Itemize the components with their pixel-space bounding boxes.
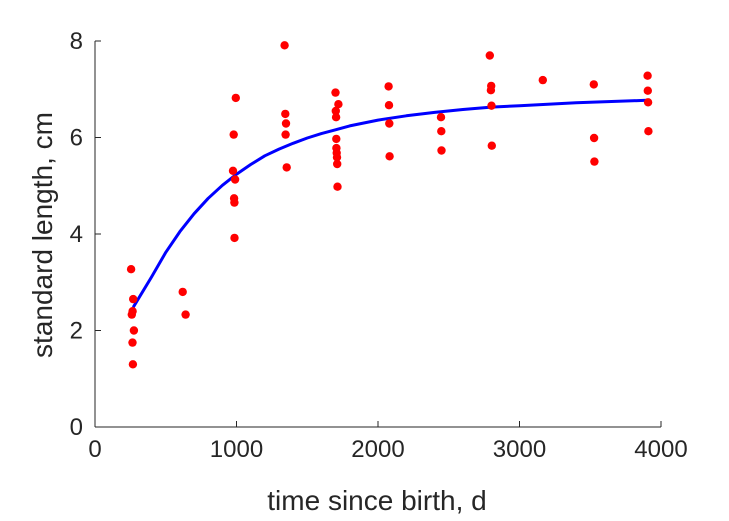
data-point bbox=[231, 93, 240, 103]
data-point bbox=[331, 106, 340, 116]
data-point bbox=[331, 88, 340, 97]
data-point bbox=[643, 98, 653, 107]
x-tick-label: 0 bbox=[88, 436, 101, 463]
y-axis-title: standard length, cm bbox=[27, 112, 58, 358]
y-tick-label: 8 bbox=[70, 28, 83, 55]
data-point bbox=[230, 175, 240, 184]
data-point bbox=[281, 109, 290, 119]
data-point bbox=[538, 75, 547, 85]
data-point bbox=[228, 166, 238, 175]
data-point bbox=[128, 307, 137, 316]
data-point bbox=[280, 41, 289, 50]
data-point bbox=[281, 130, 290, 139]
x-axis-title: time since birth, d bbox=[267, 485, 486, 516]
data-point bbox=[644, 127, 653, 136]
data-point bbox=[437, 127, 446, 136]
y-tick-label: 0 bbox=[70, 414, 83, 441]
data-point bbox=[331, 113, 341, 122]
x-tick-label: 4000 bbox=[634, 436, 687, 463]
data-point bbox=[230, 198, 239, 207]
data-point bbox=[485, 51, 494, 60]
data-point bbox=[332, 153, 342, 162]
axes bbox=[94, 41, 661, 428]
data-point bbox=[589, 133, 599, 143]
data-point bbox=[332, 134, 341, 144]
data-point bbox=[437, 146, 446, 155]
x-tick-label: 2000 bbox=[351, 436, 404, 463]
data-point bbox=[282, 163, 291, 172]
x-tick-label: 3000 bbox=[493, 436, 546, 463]
data-point bbox=[436, 113, 446, 122]
x-tick-label: 1000 bbox=[210, 436, 263, 463]
data-point bbox=[643, 86, 652, 95]
data-point bbox=[129, 294, 138, 304]
data-point bbox=[385, 152, 394, 161]
data-point bbox=[178, 287, 187, 297]
data-point bbox=[281, 119, 291, 128]
ticks: 0 1000 2000 3000 4000 0 2 4 6 8 bbox=[70, 28, 688, 463]
data-point bbox=[229, 130, 238, 139]
data-point bbox=[590, 157, 599, 166]
data-point bbox=[181, 310, 190, 319]
data-point bbox=[589, 80, 598, 89]
data-point bbox=[487, 81, 496, 91]
data-point bbox=[487, 101, 496, 110]
data-point bbox=[643, 71, 652, 80]
data-point bbox=[128, 338, 137, 347]
data-point bbox=[333, 182, 342, 191]
data-point bbox=[230, 233, 239, 243]
y-tick-label: 2 bbox=[70, 318, 83, 345]
data-point bbox=[128, 360, 138, 369]
data-point bbox=[384, 101, 394, 110]
marks bbox=[126, 41, 653, 369]
data-point bbox=[129, 326, 139, 335]
data-point bbox=[333, 159, 342, 169]
y-tick-label: 4 bbox=[70, 221, 83, 248]
data-point bbox=[384, 82, 393, 91]
data-point bbox=[385, 119, 394, 128]
y-tick-label: 6 bbox=[70, 125, 83, 152]
data-point bbox=[334, 100, 343, 109]
data-point bbox=[487, 141, 496, 150]
data-point bbox=[126, 265, 136, 274]
fit-curve bbox=[131, 98, 647, 309]
